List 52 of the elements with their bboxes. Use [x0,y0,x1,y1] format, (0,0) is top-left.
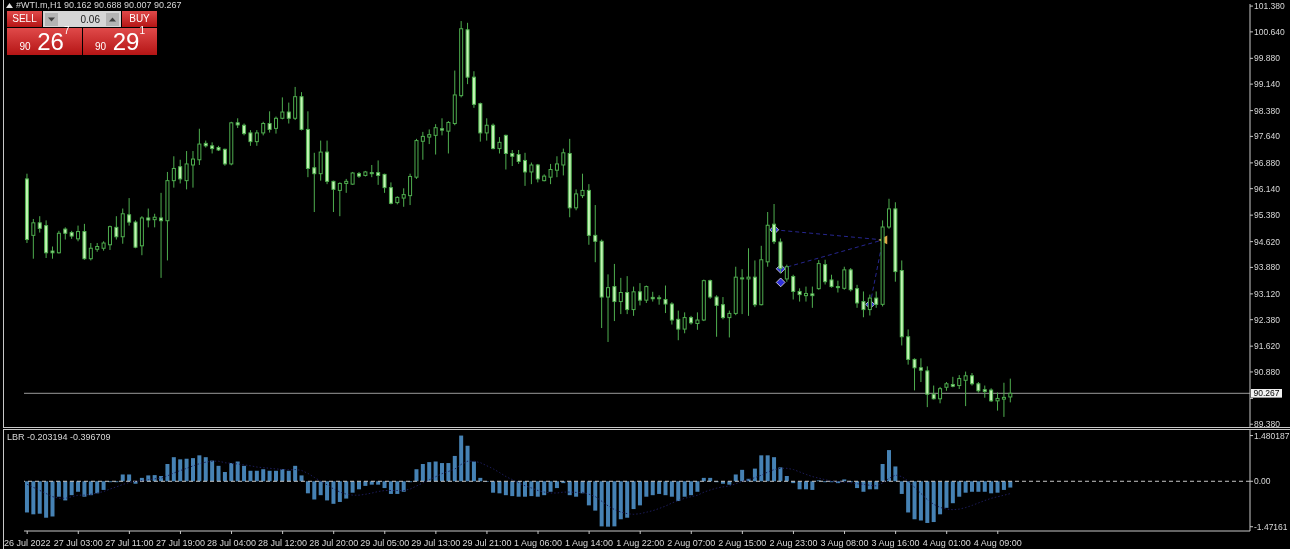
y-tick-label: 93.880 [1254,262,1281,273]
sell-button: SELL [7,11,42,27]
x-tick-label: 3 Aug 16:00 [871,538,920,548]
x-tick-label: 27 Jul 03:00 [53,538,103,548]
x-tick-label: 29 Jul 13:00 [411,538,461,548]
x-tick-label: 2 Aug 07:00 [667,538,716,548]
y-tick-label: 100.640 [1254,26,1285,37]
y-tick-label: 91.620 [1254,341,1281,352]
x-tick-label: 29 Jul 05:00 [360,538,410,548]
annotation: 0.06 [79,13,101,25]
x-tick-label: 28 Jul 12:00 [258,538,308,548]
ask-quote-box: 90 29$^{1}$ [83,28,157,55]
annotation: 90 29$^{1}$ [94,25,146,55]
x-tick-label: 2 Aug 23:00 [769,538,818,548]
y-tick-label: 98.380 [1254,105,1281,116]
y-tick-label: -1.47161 [1254,521,1288,532]
y-tick-label: 1.480187 [1254,430,1290,441]
y-tick-label: 0.00 [1254,476,1271,487]
x-tick-label: 28 Jul 04:00 [207,538,257,548]
x-tick-label: 1 Aug 14:00 [565,538,614,548]
lot-size-field: 0.06 [43,11,121,27]
x-tick-label: 28 Jul 20:00 [309,538,359,548]
x-tick-label: 1 Aug 22:00 [616,538,665,548]
y-tick-label: 94.620 [1254,236,1281,247]
y-tick-label: 89.380 [1254,419,1281,430]
y-tick-label: 92.380 [1254,314,1281,325]
x-tick-label: 1 Aug 06:00 [514,538,563,548]
annotation: SELL [12,13,37,24]
annotation: 90 26$^{7}$ [19,25,70,55]
y-tick-label: 97.640 [1254,131,1281,142]
bid-quote-box: 90 26$^{7}$ [7,28,82,55]
x-tick-label: 4 Aug 01:00 [922,538,971,548]
chart-title: #WTI.m,H1 90.162 90.688 90.007 90.267 [16,0,182,10]
x-tick-label: 27 Jul 19:00 [155,538,205,548]
chart-title: LBR -0.203194 -0.396709 [7,432,111,442]
buy-button: BUY [122,11,157,27]
annotation: BUY [129,13,150,24]
ref-line-label: 90.267 [1253,388,1280,399]
y-tick-label: 99.140 [1254,79,1281,90]
x-tick-label: 26 Jul 2022 [3,538,51,548]
x-tick-label: 4 Aug 09:00 [973,538,1022,548]
x-tick-label: 2 Aug 15:00 [718,538,767,548]
y-tick-label: 99.880 [1254,53,1281,64]
y-tick-label: 101.380 [1254,1,1285,12]
y-tick-label: 93.120 [1254,288,1281,299]
x-tick-label: 29 Jul 21:00 [462,538,512,548]
y-tick-label: 96.140 [1254,183,1281,194]
y-tick-label: 90.880 [1254,366,1281,377]
x-tick-label: 3 Aug 08:00 [820,538,869,548]
y-tick-label: 95.380 [1254,210,1281,221]
y-tick-label: 96.880 [1254,157,1281,168]
x-tick-label: 27 Jul 11:00 [105,538,154,548]
